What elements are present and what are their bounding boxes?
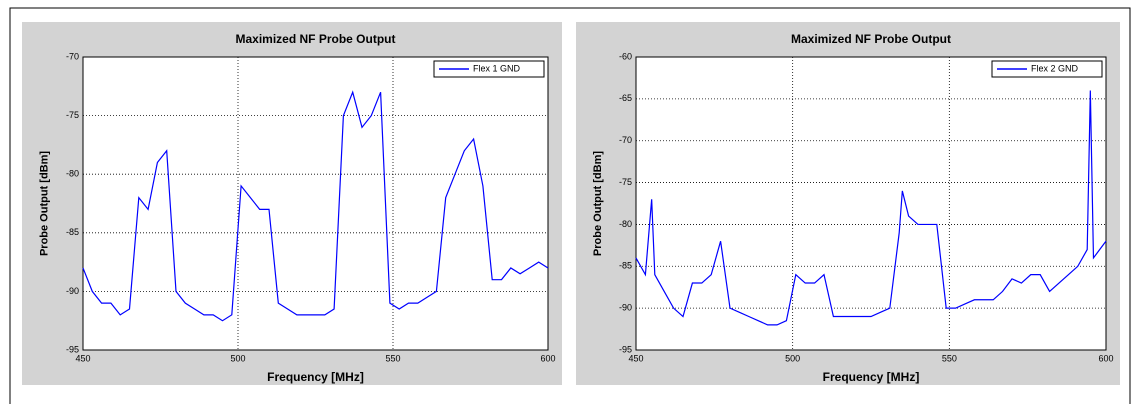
y-tick-label: -80 — [619, 219, 632, 229]
y-tick-label: -90 — [619, 303, 632, 313]
y-tick-label: -60 — [619, 51, 632, 61]
y-tick-label: -80 — [66, 169, 79, 179]
x-tick-label: 550 — [385, 353, 400, 363]
plot-area — [82, 56, 549, 351]
y-axis-label: Probe Output [dBm] — [592, 151, 604, 256]
chart-title: Maximized NF Probe Output — [791, 32, 951, 46]
y-tick-label: -75 — [619, 177, 632, 187]
y-tick-label: -70 — [66, 51, 79, 61]
plot-border — [82, 56, 549, 351]
x-tick-label: 500 — [785, 353, 800, 363]
y-tick-label: -75 — [66, 110, 79, 120]
x-tick-label: 500 — [230, 353, 245, 363]
legend-box — [433, 60, 545, 78]
y-tick-label: -65 — [619, 93, 632, 103]
plot-area — [635, 56, 1107, 351]
y-tick-label: -95 — [66, 344, 79, 354]
x-axis-label: Frequency [MHz] — [267, 370, 364, 384]
legend-label: Flex 1 GND — [473, 63, 521, 73]
legend-box — [991, 60, 1103, 78]
x-axis-label: Frequency [MHz] — [823, 370, 920, 384]
x-tick-label: 600 — [540, 353, 555, 363]
series-line — [635, 90, 1107, 326]
y-tick-label: -70 — [619, 135, 632, 145]
y-axis-label: Probe Output [dBm] — [38, 151, 50, 256]
x-tick-label: 450 — [75, 353, 90, 363]
y-tick-label: -85 — [619, 261, 632, 271]
series-line — [82, 90, 549, 322]
plot-border — [635, 56, 1107, 351]
x-tick-label: 600 — [1098, 353, 1113, 363]
x-tick-label: 450 — [628, 353, 643, 363]
chart-title: Maximized NF Probe Output — [235, 32, 395, 46]
legend-label: Flex 2 GND — [1031, 63, 1079, 73]
y-tick-label: -85 — [66, 227, 79, 237]
y-tick-label: -95 — [619, 344, 632, 354]
y-tick-label: -90 — [66, 286, 79, 296]
x-tick-label: 550 — [942, 353, 957, 363]
